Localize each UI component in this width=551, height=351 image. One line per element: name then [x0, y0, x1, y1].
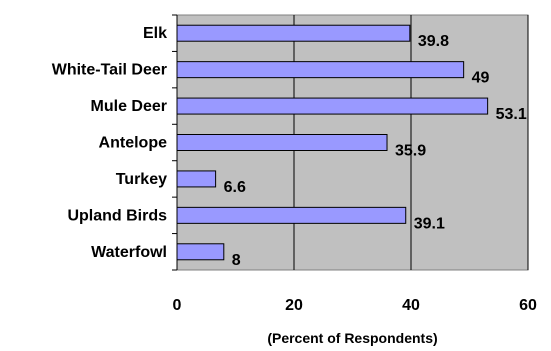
- data-label-upland-birds: 39.1: [414, 215, 445, 232]
- x-tick-label-60: 60: [519, 297, 537, 314]
- category-label-elk: Elk: [143, 25, 167, 42]
- category-label-waterfowl: Waterfowl: [91, 244, 167, 261]
- bar-antelope: [176, 134, 388, 151]
- bar-upland-birds: [176, 206, 407, 224]
- category-label-upland-birds: Upland Birds: [67, 207, 167, 224]
- data-label-antelope: 35.9: [395, 143, 426, 160]
- category-label-mule-deer: Mule Deer: [91, 98, 167, 115]
- data-labels: 39.8 49 53.1 35.9 6.6 39.1 8: [224, 33, 527, 269]
- x-tick-labels: 0 20 40 60: [173, 297, 537, 314]
- x-tick-label-40: 40: [402, 297, 420, 314]
- bar-elk: [176, 24, 411, 42]
- category-label-turkey: Turkey: [116, 171, 167, 188]
- category-label-white-tail-deer: White-Tail Deer: [52, 62, 167, 79]
- bars: [176, 24, 489, 261]
- data-label-mule-deer: 53.1: [496, 106, 527, 123]
- x-axis-title: (Percent of Respondents): [267, 330, 437, 346]
- data-label-elk: 39.8: [418, 33, 449, 50]
- data-label-waterfowl: 8: [232, 252, 241, 269]
- category-label-antelope: Antelope: [99, 135, 168, 152]
- x-tick-label-20: 20: [285, 297, 303, 314]
- data-label-turkey: 6.6: [224, 179, 246, 196]
- bar-turkey: [176, 170, 217, 188]
- data-label-white-tail-deer: 49: [472, 70, 490, 87]
- category-labels: Elk White-Tail Deer Mule Deer Antelope Turke…: [52, 25, 167, 261]
- y-axis-ticks: [172, 14, 177, 271]
- bar-waterfowl: [176, 243, 225, 261]
- bar-white-tail-deer: [176, 61, 465, 79]
- bar-mule-deer: [176, 97, 489, 115]
- x-tick-label-0: 0: [173, 297, 182, 314]
